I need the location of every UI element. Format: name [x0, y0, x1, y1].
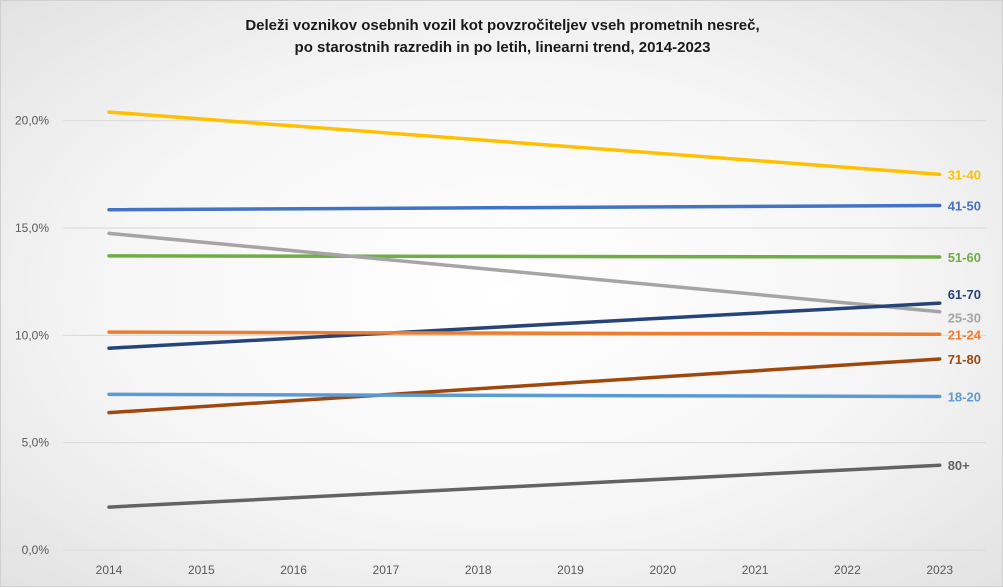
x-tick-label: 2015	[188, 563, 215, 577]
x-tick-label: 2014	[96, 563, 123, 577]
y-tick-label: 5,0%	[22, 436, 50, 450]
x-tick-label: 2016	[280, 563, 307, 577]
series-line-21-24	[107, 330, 942, 337]
x-tick-label: 2022	[834, 563, 861, 577]
y-tick-label: 10,0%	[15, 328, 49, 342]
y-tick-label: 20,0%	[15, 114, 49, 128]
series-line-51-60	[107, 254, 942, 259]
series-label-41-50: 41-50	[948, 198, 981, 213]
series-label-61-70: 61-70	[948, 287, 981, 302]
series-label-80+: 80+	[948, 458, 970, 473]
x-tick-label: 2019	[557, 563, 584, 577]
series-label-18-20: 18-20	[948, 390, 981, 405]
series-label-51-60: 51-60	[948, 250, 981, 265]
x-tick-label: 2018	[465, 563, 492, 577]
series-line-31-40	[107, 110, 942, 177]
series-label-31-40: 31-40	[948, 167, 981, 182]
series-line-18-20	[107, 392, 942, 399]
x-tick-label: 2023	[926, 563, 953, 577]
series-label-71-80: 71-80	[948, 352, 981, 367]
series-line-80+	[107, 463, 942, 509]
y-tick-label: 0,0%	[22, 543, 50, 557]
series-line-61-70	[107, 301, 942, 350]
chart-title-line-2: po starostnih razredih in po letih, line…	[294, 39, 711, 56]
series-line-71-80	[107, 357, 942, 415]
series-label-21-24: 21-24	[948, 327, 982, 342]
series-line-25-30	[107, 231, 942, 314]
chart-title-line-1: Deleži voznikov osebnih vozil kot povzro…	[245, 17, 760, 34]
x-tick-label: 2017	[373, 563, 400, 577]
series-line-41-50	[107, 203, 942, 212]
series-label-25-30: 25-30	[948, 311, 981, 326]
x-tick-label: 2021	[742, 563, 769, 577]
chart-title: Deleži voznikov osebnih vozil kot povzro…	[1, 15, 1003, 59]
y-tick-label: 15,0%	[15, 221, 49, 235]
x-tick-label: 2020	[649, 563, 676, 577]
